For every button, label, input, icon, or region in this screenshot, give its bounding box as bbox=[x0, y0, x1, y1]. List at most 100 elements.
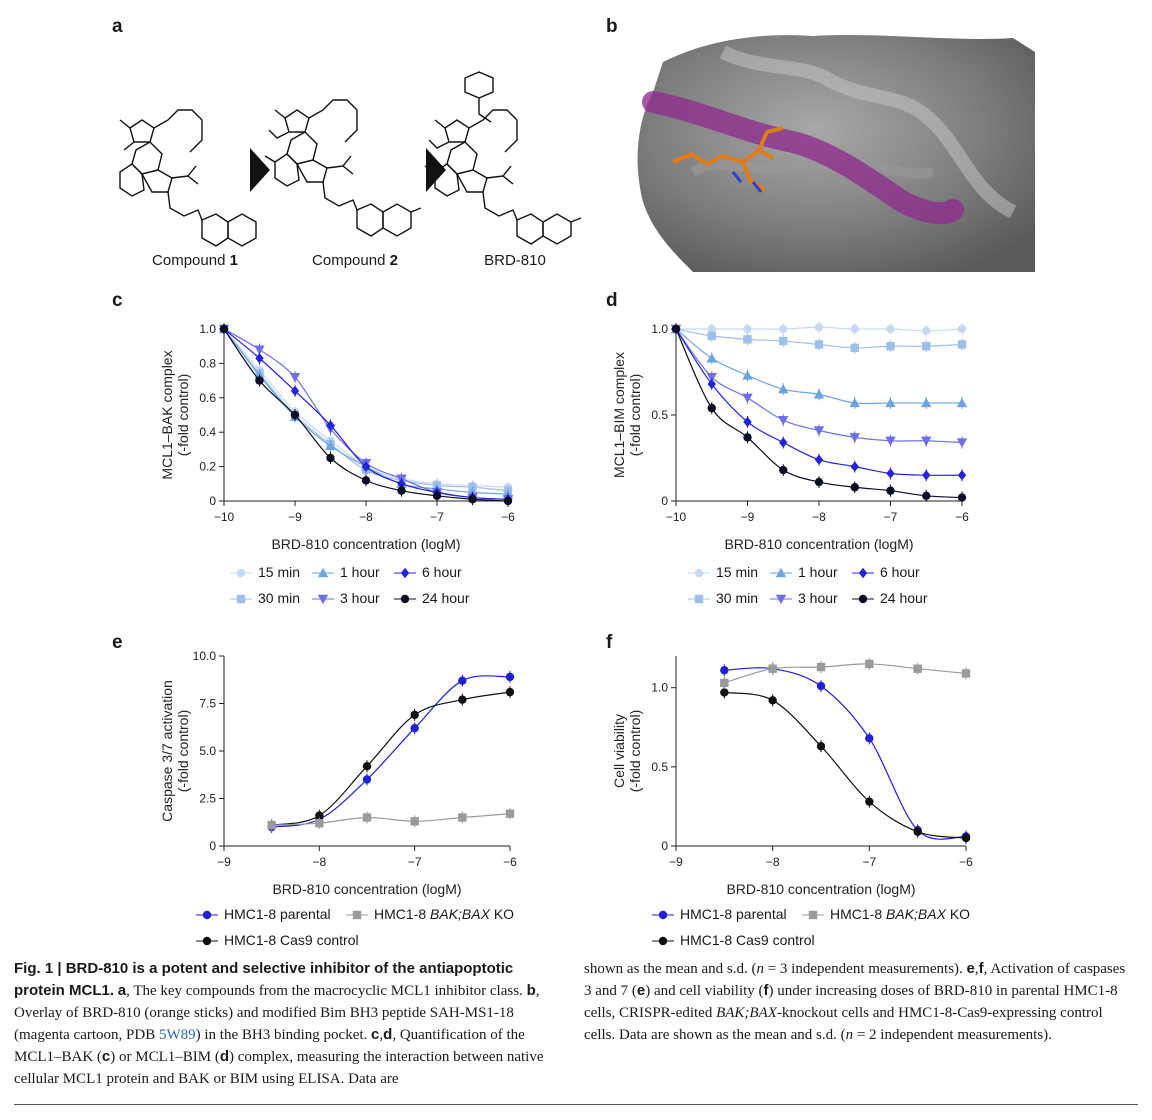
caption-ref: c bbox=[371, 1026, 380, 1043]
data-point bbox=[410, 817, 419, 826]
x-tick-label: −6 bbox=[959, 855, 973, 869]
data-point bbox=[921, 436, 932, 446]
caption-text: = 2 independent measurements). bbox=[853, 1027, 1052, 1043]
data-point bbox=[505, 672, 515, 682]
legend-item: 1 hour bbox=[312, 564, 380, 580]
y-axis-label: (-fold control) bbox=[175, 374, 191, 456]
legend-item: HMC1-8 Cas9 control bbox=[652, 932, 815, 948]
y-tick-label: 0 bbox=[209, 839, 216, 853]
y-axis-label: Cell viability bbox=[611, 714, 627, 788]
legend-marker bbox=[688, 595, 710, 604]
x-tick-label: −6 bbox=[501, 510, 515, 524]
x-tick-label: −7 bbox=[430, 510, 444, 524]
data-point bbox=[743, 335, 752, 344]
legend-label: 1 hour bbox=[798, 564, 838, 580]
data-point bbox=[671, 324, 681, 334]
legend-symbol bbox=[202, 911, 212, 920]
data-point bbox=[779, 465, 788, 475]
legend-symbol bbox=[236, 569, 246, 578]
caption-ref: a bbox=[117, 982, 127, 999]
data-point bbox=[816, 681, 826, 691]
x-tick-label: −7 bbox=[862, 855, 876, 869]
x-tick-label: −9 bbox=[217, 855, 231, 869]
legend-symbol bbox=[317, 595, 329, 605]
caption-text: , Activation of caspases 3 and 7 ( bbox=[584, 961, 1126, 999]
data-point bbox=[254, 345, 265, 355]
data-point bbox=[267, 820, 276, 830]
x-tick-label: −9 bbox=[741, 510, 755, 524]
legend-marker bbox=[770, 568, 792, 578]
caption-ref: c bbox=[101, 1048, 111, 1065]
compound-2-structure bbox=[264, 99, 422, 237]
data-point bbox=[326, 453, 335, 463]
legend-label: 30 min bbox=[716, 590, 759, 606]
bottom-rule bbox=[14, 1104, 1138, 1105]
data-point bbox=[707, 324, 716, 334]
legend-marker bbox=[652, 911, 674, 920]
legend-marker bbox=[196, 937, 218, 946]
chart-d: −10 −9 −8 −7 −6 0 0.5 1.0 BRD-810 concentration … bbox=[611, 321, 969, 552]
data-point bbox=[849, 433, 860, 443]
caption-italic: n bbox=[756, 961, 764, 977]
data-point bbox=[707, 403, 716, 413]
data-point bbox=[913, 664, 922, 673]
y-axis-label: Caspase 3/7 activation bbox=[159, 680, 175, 822]
data-point bbox=[957, 324, 967, 334]
legend-label: 15 min bbox=[258, 564, 301, 580]
x-tick-label: −8 bbox=[766, 855, 780, 869]
data-point bbox=[503, 496, 513, 506]
data-point bbox=[362, 775, 372, 784]
caption-text: , bbox=[379, 1027, 384, 1043]
data-point bbox=[778, 384, 789, 394]
arrow-icon bbox=[250, 148, 270, 192]
legend-marker bbox=[688, 569, 710, 578]
data-point bbox=[814, 454, 824, 465]
legend-marker bbox=[196, 911, 218, 920]
data-point bbox=[957, 470, 967, 481]
y-tick-label: 2.5 bbox=[199, 792, 216, 806]
series-1-hour bbox=[670, 323, 968, 409]
data-point bbox=[458, 813, 467, 822]
x-axis-label: BRD-810 concentration (logM) bbox=[272, 881, 461, 897]
data-point bbox=[706, 353, 717, 363]
compound-1-structure bbox=[119, 109, 257, 247]
legend-marker bbox=[312, 595, 334, 605]
caption-ref: d bbox=[219, 1048, 230, 1065]
data-point bbox=[779, 336, 788, 346]
y-tick-label: 0.8 bbox=[199, 356, 216, 370]
y-axis-label: (-fold control) bbox=[627, 710, 643, 792]
data-point bbox=[813, 389, 825, 399]
data-point bbox=[957, 493, 967, 502]
data-point bbox=[397, 478, 406, 489]
compound-2-label: Compound 2 bbox=[312, 252, 398, 269]
legend-label: HMC1-8 BAK;BAX KO bbox=[830, 906, 971, 922]
pdb-link[interactable]: 5W89 bbox=[158, 1027, 196, 1043]
data-point bbox=[706, 372, 717, 383]
data-point bbox=[468, 495, 477, 504]
data-point bbox=[956, 438, 968, 448]
series-line bbox=[675, 328, 963, 476]
data-point bbox=[315, 819, 324, 828]
legend-marker bbox=[802, 911, 824, 920]
x-tick-label: −7 bbox=[884, 510, 898, 524]
series-hmc1-8-parental bbox=[267, 670, 515, 833]
x-tick-label: −8 bbox=[812, 510, 826, 524]
legend-symbol bbox=[317, 568, 329, 578]
legend-item: HMC1-8 parental bbox=[196, 906, 331, 922]
data-point bbox=[886, 468, 895, 479]
legend-label: HMC1-8 parental bbox=[680, 906, 787, 922]
data-point bbox=[849, 397, 860, 408]
legend-item: 15 min bbox=[230, 564, 300, 580]
series-line bbox=[724, 663, 967, 684]
x-tick-label: −6 bbox=[955, 510, 969, 524]
x-axis-label: BRD-810 concentration (logM) bbox=[271, 536, 460, 552]
series-line bbox=[271, 675, 511, 828]
data-point bbox=[885, 436, 896, 446]
data-point bbox=[850, 343, 859, 353]
brd-810-structure bbox=[424, 71, 582, 245]
x-tick-label: −7 bbox=[408, 855, 422, 869]
data-point bbox=[410, 724, 419, 733]
y-tick-label: 0.2 bbox=[199, 460, 216, 474]
legend-marker bbox=[346, 911, 368, 920]
x-tick-label: −9 bbox=[288, 510, 302, 524]
